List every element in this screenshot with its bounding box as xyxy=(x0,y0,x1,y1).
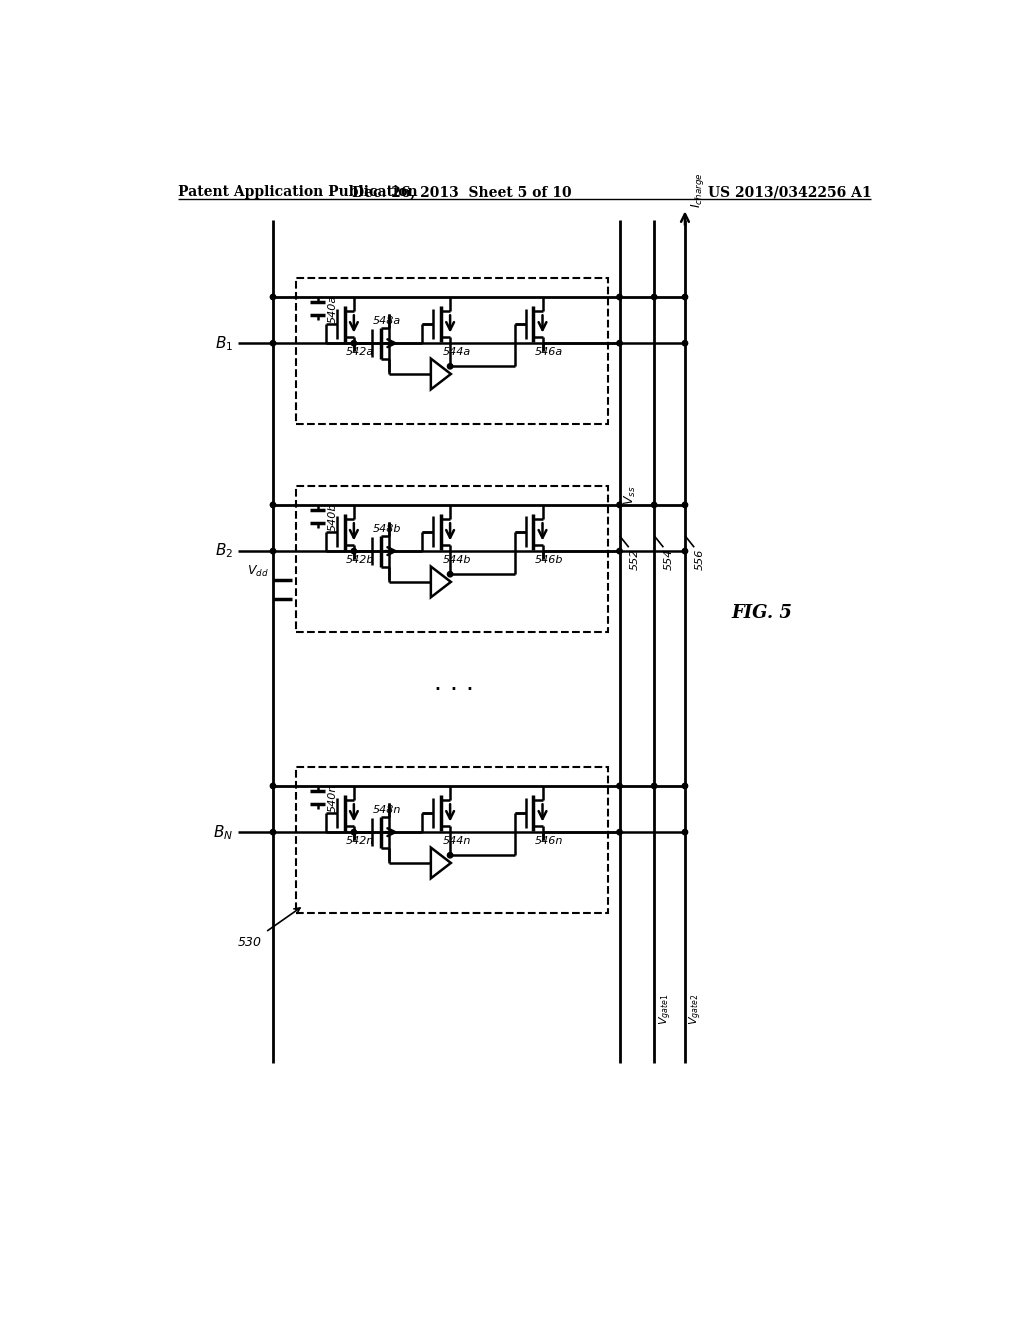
Circle shape xyxy=(651,502,656,508)
Text: 556: 556 xyxy=(695,549,705,570)
Circle shape xyxy=(682,548,688,554)
Circle shape xyxy=(616,341,623,346)
Circle shape xyxy=(616,548,623,554)
Text: US 2013/0342256 A1: US 2013/0342256 A1 xyxy=(708,185,871,199)
Circle shape xyxy=(447,363,453,370)
Text: $I_{charge}$: $I_{charge}$ xyxy=(689,173,706,209)
Text: 546n: 546n xyxy=(535,836,563,846)
Circle shape xyxy=(270,829,275,834)
Text: 540n: 540n xyxy=(328,783,338,812)
Text: 554: 554 xyxy=(665,549,674,570)
Text: 548a: 548a xyxy=(373,317,401,326)
Text: 548b: 548b xyxy=(373,524,401,535)
Circle shape xyxy=(270,783,275,788)
Text: $B_{N}$: $B_{N}$ xyxy=(213,822,233,842)
Text: $V_{ss}$: $V_{ss}$ xyxy=(623,486,638,506)
Circle shape xyxy=(447,853,453,858)
Text: $B_{1}$: $B_{1}$ xyxy=(215,334,233,352)
Text: · · ·: · · · xyxy=(434,677,474,702)
Text: Patent Application Publication: Patent Application Publication xyxy=(178,185,418,199)
Circle shape xyxy=(447,572,453,577)
Text: 548n: 548n xyxy=(373,805,401,816)
Circle shape xyxy=(270,502,275,508)
Text: 544a: 544a xyxy=(442,347,471,356)
Circle shape xyxy=(682,502,688,508)
Text: $V_{gate1}$: $V_{gate1}$ xyxy=(657,993,674,1024)
Text: 540b: 540b xyxy=(328,502,338,531)
Text: FIG. 5: FIG. 5 xyxy=(731,603,792,622)
Text: 544b: 544b xyxy=(442,554,471,565)
Text: $B_{2}$: $B_{2}$ xyxy=(215,541,233,561)
Text: 530: 530 xyxy=(238,936,261,949)
Text: 544n: 544n xyxy=(442,836,471,846)
Circle shape xyxy=(270,341,275,346)
Text: Dec. 26, 2013  Sheet 5 of 10: Dec. 26, 2013 Sheet 5 of 10 xyxy=(352,185,571,199)
Text: 552: 552 xyxy=(630,549,640,570)
Text: 546a: 546a xyxy=(535,347,563,356)
Circle shape xyxy=(270,548,275,554)
Text: 542n: 542n xyxy=(346,836,375,846)
Circle shape xyxy=(616,829,623,834)
Text: $V_{gate2}$: $V_{gate2}$ xyxy=(688,994,705,1024)
Text: $V_{dd}$: $V_{dd}$ xyxy=(248,564,269,579)
Circle shape xyxy=(682,829,688,834)
Text: 542a: 542a xyxy=(346,347,375,356)
Circle shape xyxy=(351,829,356,834)
Text: 546b: 546b xyxy=(535,554,563,565)
Text: 542b: 542b xyxy=(346,554,375,565)
Circle shape xyxy=(651,294,656,300)
Circle shape xyxy=(616,783,623,788)
Circle shape xyxy=(616,502,623,508)
Circle shape xyxy=(682,294,688,300)
Circle shape xyxy=(351,548,356,554)
Circle shape xyxy=(616,294,623,300)
Text: 540a: 540a xyxy=(328,294,338,322)
Circle shape xyxy=(270,294,275,300)
Circle shape xyxy=(351,341,356,346)
Circle shape xyxy=(651,783,656,788)
Circle shape xyxy=(682,783,688,788)
Circle shape xyxy=(682,341,688,346)
